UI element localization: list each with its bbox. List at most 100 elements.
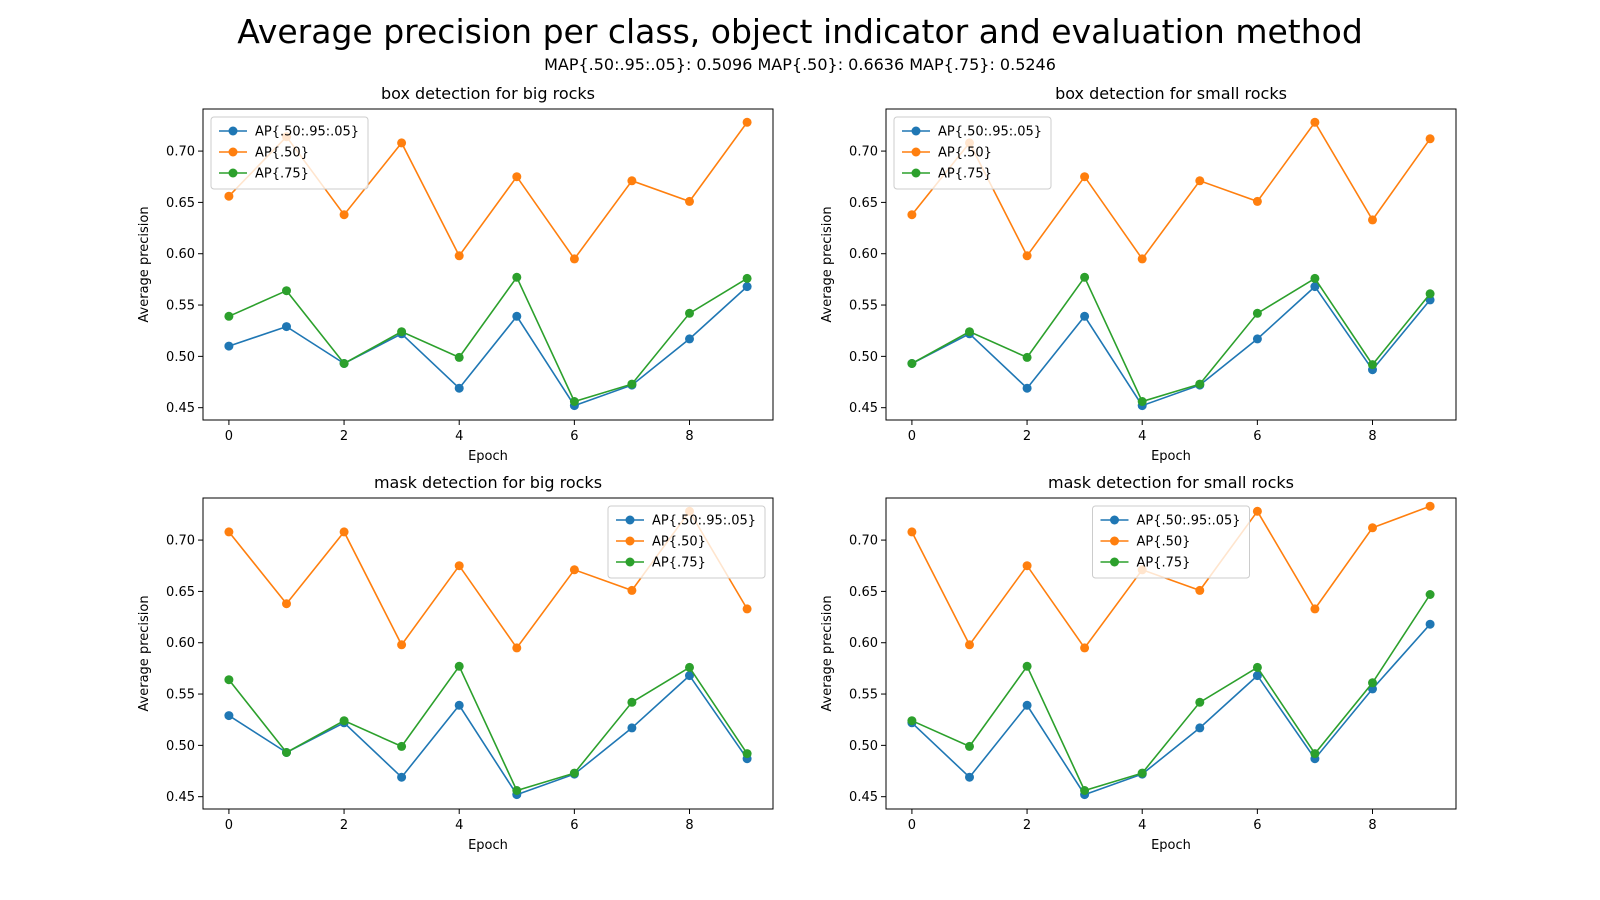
data-point <box>1310 117 1320 127</box>
y-tick-label: 0.65 <box>849 585 878 600</box>
y-tick-label: 0.50 <box>166 739 195 754</box>
data-point <box>965 741 974 751</box>
data-point <box>1310 273 1320 283</box>
data-point <box>1195 176 1205 186</box>
figure-title: Average precision per class, object indi… <box>237 12 1363 51</box>
data-point <box>282 322 291 332</box>
legend: AP{.50:.95:.05} AP{.50} AP{.75} <box>210 116 369 190</box>
subplot-1: box detection for big rocks 0 2 4 6 8 0.45 0.50… <box>137 84 774 464</box>
y-tick-label: 0.60 <box>166 636 195 651</box>
data-point <box>742 282 752 292</box>
y-axis-label: Average precision <box>820 595 835 711</box>
x-tick-label: 8 <box>1368 818 1376 833</box>
data-point <box>1425 134 1435 144</box>
data-point <box>454 383 464 393</box>
legend: AP{.50:.95:.05} AP{.50} AP{.75} <box>607 505 766 579</box>
data-point <box>742 604 752 614</box>
x-tick-label: 0 <box>225 429 233 444</box>
legend-marker <box>228 126 238 136</box>
data-point <box>907 210 917 220</box>
legend-box <box>1092 505 1250 579</box>
legend-label: AP{.50} <box>1137 535 1191 550</box>
data-point <box>454 700 464 710</box>
data-point <box>627 723 637 733</box>
data-point <box>569 397 579 406</box>
data-point <box>1080 311 1090 321</box>
series-line <box>911 275 1431 403</box>
data-point <box>454 251 464 261</box>
data-point <box>224 191 234 201</box>
series-line <box>911 505 1431 650</box>
data-point <box>1252 196 1262 206</box>
x-tick-label: 4 <box>1138 818 1146 833</box>
data-point <box>907 527 917 537</box>
data-point <box>1080 172 1090 182</box>
y-tick-label: 0.50 <box>849 739 878 754</box>
data-point <box>1368 678 1377 688</box>
data-point <box>1368 523 1377 533</box>
legend-marker <box>228 147 238 157</box>
y-tick-label: 0.55 <box>849 688 878 703</box>
data-point <box>1022 251 1032 261</box>
data-point <box>1195 723 1205 733</box>
series-line <box>228 275 748 403</box>
series-line <box>911 120 1431 261</box>
subplot-3: mask detection for big rocks 0 2 4 6 8 0.45 0.5… <box>137 473 774 853</box>
figure-subtitle: MAP{.50:.95:.05}: 0.5096 MAP{.50}: 0.663… <box>544 55 1056 74</box>
legend-label: AP{.75} <box>652 556 706 571</box>
data-point <box>569 254 579 264</box>
y-tick-label: 0.70 <box>849 534 878 549</box>
x-axis-label: Epoch <box>468 449 508 464</box>
series-line <box>228 286 748 407</box>
data-point <box>224 341 234 351</box>
subplot-title: box detection for small rocks <box>1055 84 1287 103</box>
legend-marker <box>1110 536 1119 546</box>
series-line <box>228 664 748 792</box>
data-point <box>1252 671 1262 681</box>
y-tick-label: 0.45 <box>849 401 878 416</box>
legend-marker <box>625 536 635 546</box>
legend-label: AP{.50} <box>938 146 992 161</box>
data-point <box>1425 590 1435 599</box>
data-point <box>1195 585 1205 595</box>
x-tick-label: 0 <box>908 818 916 833</box>
y-tick-label: 0.55 <box>166 299 195 314</box>
data-point <box>454 661 464 671</box>
series-line <box>911 285 1431 407</box>
x-tick-label: 8 <box>685 818 693 833</box>
data-point <box>1310 604 1320 614</box>
data-point <box>685 196 694 206</box>
data-point <box>454 561 464 571</box>
plot-frame <box>202 497 774 810</box>
x-axis-label: Epoch <box>468 838 508 853</box>
data-point <box>627 585 637 595</box>
y-tick-label: 0.65 <box>166 585 195 600</box>
data-point <box>1137 768 1147 778</box>
data-point <box>1022 700 1032 710</box>
legend-label: AP{.50:.95:.05} <box>255 125 359 140</box>
x-tick-label: 6 <box>1253 429 1261 444</box>
data-point <box>965 327 974 337</box>
legend-marker <box>911 168 921 178</box>
y-tick-label: 0.45 <box>166 790 195 805</box>
legend-label: AP{.50:.95:.05} <box>938 125 1042 140</box>
data-point <box>569 565 579 575</box>
legend-marker <box>911 126 921 136</box>
plot-frame <box>202 108 774 421</box>
x-tick-label: 2 <box>340 429 348 444</box>
data-point <box>339 716 349 726</box>
data-point <box>742 749 752 759</box>
legend-box <box>210 116 369 190</box>
x-tick-label: 4 <box>455 818 463 833</box>
y-tick-label: 0.70 <box>166 534 195 549</box>
subplot-4: mask detection for small rocks 0 2 4 6 8 0.45 0… <box>820 473 1457 853</box>
x-tick-label: 4 <box>455 429 463 444</box>
data-point <box>907 359 917 368</box>
y-tick-label: 0.70 <box>849 145 878 160</box>
data-point <box>742 117 752 127</box>
legend-label: AP{.75} <box>1137 556 1191 571</box>
legend-label: AP{.75} <box>255 167 309 182</box>
data-point <box>627 379 637 389</box>
x-tick-label: 2 <box>1023 818 1031 833</box>
data-point <box>1080 272 1090 282</box>
